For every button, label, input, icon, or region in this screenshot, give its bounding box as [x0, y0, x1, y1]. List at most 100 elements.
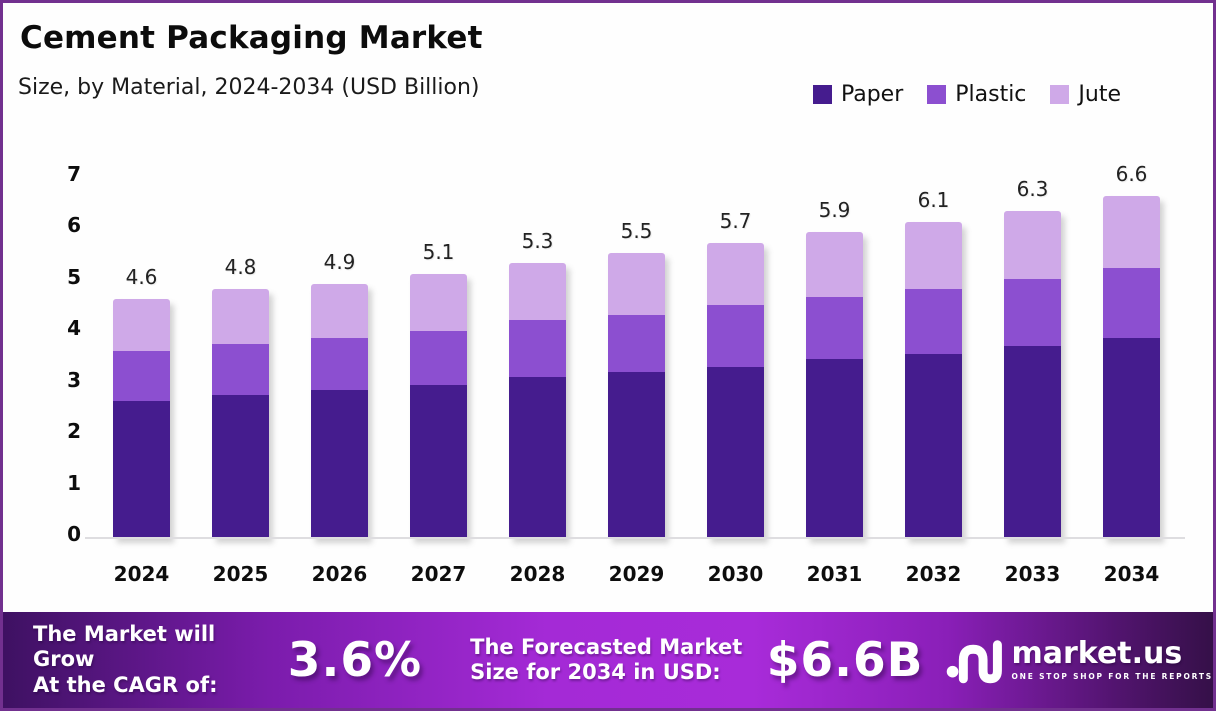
y-axis-tick-6: 6 — [67, 213, 81, 237]
chart-legend: Paper Plastic Jute — [812, 82, 1121, 107]
bar-stack — [806, 232, 863, 538]
legend-label-plastic: Plastic — [955, 82, 1027, 107]
y-axis-tick-1: 1 — [67, 470, 81, 495]
forecast-value: $6.6B — [766, 632, 924, 688]
bar-segment-plastic — [707, 304, 764, 367]
legend-swatch-paper — [812, 85, 832, 104]
bar-segment-plastic — [1103, 268, 1160, 339]
cagr-value: 3.6% — [287, 632, 423, 688]
bar-segment-plastic — [113, 351, 170, 401]
x-axis-label-2031: 2031 — [806, 562, 863, 586]
bar-segment-plastic — [212, 343, 269, 396]
bar-segment-paper — [113, 400, 170, 538]
bar-2031: 5.9 — [806, 198, 863, 538]
y-axis-tick-4: 4 — [67, 316, 81, 340]
legend-item-plastic: Plastic — [927, 82, 1026, 107]
bar-stack — [707, 242, 764, 538]
y-axis-tick-3: 3 — [67, 367, 81, 392]
cagr-label-line2: At the CAGR of: — [33, 672, 218, 697]
bar-2034: 6.6 — [1103, 162, 1160, 538]
bar-stack — [905, 221, 962, 538]
bar-total-label: 5.3 — [521, 229, 554, 254]
bar-segment-jute — [1004, 211, 1061, 279]
bar-2024: 4.6 — [113, 265, 170, 538]
bar-segment-plastic — [410, 330, 467, 385]
forecast-label-line2: Size for 2034 in USD: — [470, 660, 721, 684]
bar-segment-plastic — [509, 320, 566, 378]
bar-segment-paper — [509, 377, 566, 538]
bar-segment-jute — [608, 252, 665, 315]
cagr-label-line1: The Market will Grow — [33, 622, 216, 672]
bar-stack — [311, 283, 368, 538]
legend-item-paper: Paper — [812, 82, 903, 107]
bar-segment-paper — [212, 395, 269, 538]
x-axis-label-2032: 2032 — [905, 562, 962, 586]
bar-2030: 5.7 — [707, 209, 764, 538]
y-axis-tick-2: 2 — [67, 419, 81, 443]
bar-segment-paper — [311, 390, 368, 538]
x-axis-label-2029: 2029 — [608, 562, 665, 586]
bar-total-label: 6.3 — [1016, 177, 1049, 202]
bar-stack — [212, 289, 269, 538]
bar-segment-paper — [806, 359, 863, 538]
bar-segment-plastic — [905, 289, 962, 354]
y-axis-tick-7: 7 — [67, 161, 81, 186]
bar-stack — [113, 299, 170, 538]
bottom-banner: The Market will Grow At the CAGR of: 3.6… — [3, 612, 1213, 708]
cagr-label: The Market will Grow At the CAGR of: — [33, 622, 270, 698]
bar-2028: 5.3 — [509, 229, 566, 538]
bar-segment-paper — [905, 353, 962, 538]
bar-segment-jute — [311, 283, 368, 339]
bar-total-label: 5.7 — [719, 208, 752, 233]
y-axis-tick-5: 5 — [67, 264, 81, 289]
bar-segment-paper — [707, 366, 764, 538]
brand-name: market.us — [1011, 636, 1183, 671]
legend-label-jute: Jute — [1078, 82, 1121, 107]
bar-2026: 4.9 — [311, 250, 368, 538]
bar-total-label: 5.5 — [620, 218, 653, 243]
x-axis-baseline — [85, 537, 1185, 539]
forecast-label-line1: The Forecasted Market — [470, 634, 743, 659]
bar-stack — [410, 273, 467, 538]
bar-stack — [608, 252, 665, 538]
legend-swatch-plastic — [927, 85, 947, 104]
bar-segment-jute — [410, 273, 467, 331]
bar-stack — [1004, 211, 1061, 538]
page-title: Cement Packaging Market — [20, 20, 483, 56]
forecast-label: The Forecasted Market Size for 2034 in U… — [470, 635, 749, 685]
brand-text: market.us ONE STOP SHOP FOR THE REPORTS — [1011, 636, 1214, 682]
bar-2032: 6.1 — [905, 188, 962, 538]
bar-segment-jute — [1103, 195, 1160, 269]
x-axis-label-2028: 2028 — [509, 562, 566, 586]
bar-2025: 4.8 — [212, 255, 269, 538]
bar-total-label: 6.1 — [917, 187, 950, 212]
bar-2033: 6.3 — [1004, 177, 1061, 538]
bar-segment-jute — [212, 289, 269, 344]
bar-segment-plastic — [806, 296, 863, 360]
bar-segment-plastic — [311, 338, 368, 391]
bar-stack — [1103, 195, 1160, 538]
bar-total-label: 4.8 — [224, 255, 257, 280]
bar-segment-jute — [707, 242, 764, 305]
bar-segment-plastic — [1004, 278, 1061, 347]
x-axis-label-2026: 2026 — [311, 562, 368, 586]
bar-segment-paper — [410, 385, 467, 538]
bar-total-label: 4.9 — [323, 249, 356, 274]
bar-segment-jute — [509, 263, 566, 321]
x-axis-label-2025: 2025 — [212, 562, 269, 586]
legend-swatch-jute — [1050, 85, 1070, 104]
page-subtitle: Size, by Material, 2024-2034 (USD Billio… — [18, 75, 480, 100]
bar-total-label: 6.6 — [1115, 161, 1148, 186]
x-axis-label-2024: 2024 — [113, 562, 170, 586]
market-us-logo-icon — [946, 640, 1002, 684]
bar-segment-paper — [1103, 338, 1160, 538]
bar-segment-jute — [806, 232, 863, 297]
brand-logo: market.us ONE STOP SHOP FOR THE REPORTS — [946, 634, 1214, 686]
bar-segment-plastic — [608, 315, 665, 372]
bar-2029: 5.5 — [608, 219, 665, 538]
bar-total-label: 5.9 — [818, 198, 851, 223]
bar-segment-paper — [1004, 346, 1061, 538]
bar-2027: 5.1 — [410, 240, 467, 538]
y-axis-tick-0: 0 — [67, 522, 81, 546]
